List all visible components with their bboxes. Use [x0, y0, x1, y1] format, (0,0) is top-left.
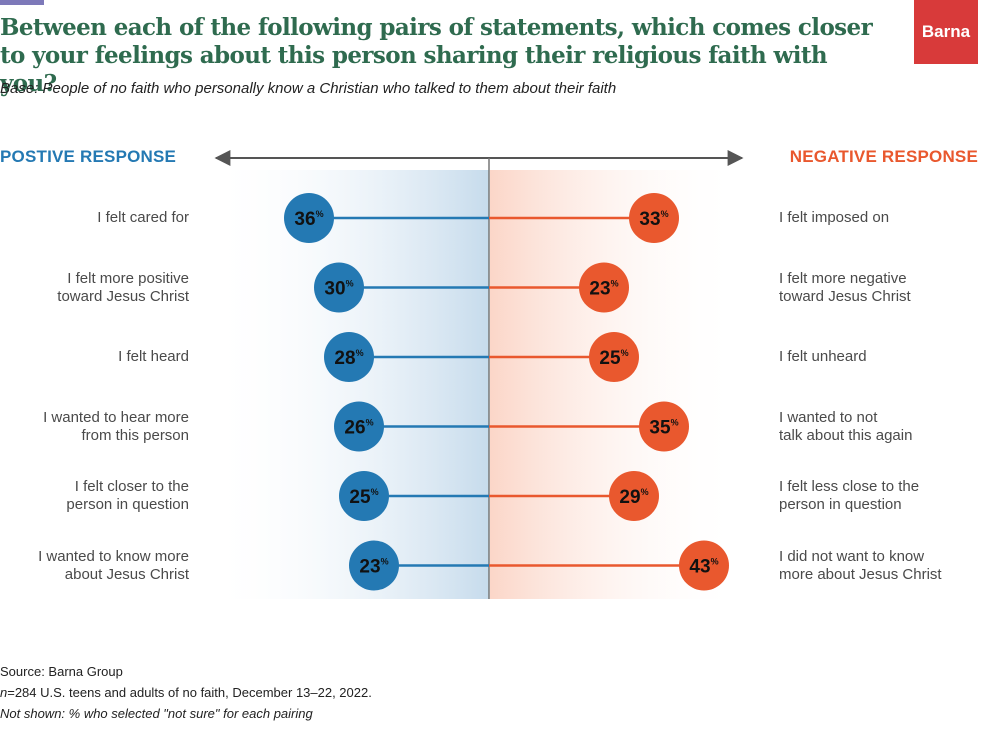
positive-statement-label: I felt more positive toward Jesus Christ: [57, 269, 189, 305]
negative-statement-label: I did not want to know more about Jesus …: [779, 547, 942, 583]
positive-header: POSTIVE RESPONSE: [0, 147, 177, 166]
negative-dot: [609, 471, 659, 521]
negative-statement-label: I wanted to not talk about this again: [779, 408, 913, 444]
negative-shade: [490, 170, 740, 599]
positive-dot: [349, 540, 399, 591]
negative-statement-label: I felt less close to the person in quest…: [779, 478, 920, 513]
negative-dot: [679, 540, 729, 591]
negative-dot: [579, 262, 629, 313]
negative-statement-label: I felt unheard: [779, 348, 867, 365]
chart-title: Between each of the following pairs of s…: [0, 14, 873, 97]
positive-dot: [324, 332, 374, 382]
accent-bar: [0, 0, 44, 5]
footer-sample-n: n: [0, 685, 8, 700]
chart-marks: 36% 33%30% 23%28% 25%26% 35%25% 29%23% 43%: [284, 193, 729, 591]
positive-dot: [339, 471, 389, 521]
negative-statement-label: I felt imposed on: [779, 209, 890, 226]
positive-statement-label: I wanted to hear more from this person: [43, 408, 189, 444]
negative-statement-label: I felt more negative toward Jesus Christ: [779, 269, 911, 305]
positive-statement-label: I felt cared for: [97, 209, 189, 226]
footer-sample: n=284 U.S. teens and adults of no faith,…: [0, 685, 372, 700]
footer-sample-text: =284 U.S. teens and adults of no faith, …: [7, 685, 372, 700]
negative-header: NEGATIVE RESPONSE: [789, 147, 978, 166]
positive-shade: [210, 170, 489, 599]
positive-dot: [314, 262, 364, 313]
negative-dot: [589, 332, 639, 382]
footer-note: Not shown: % who selected "not sure" for…: [0, 706, 313, 721]
barna-logo: Barna: [914, 0, 978, 64]
footer-source: Source: Barna Group: [0, 664, 123, 679]
positive-dot: [284, 193, 334, 243]
negative-dot: [629, 193, 679, 243]
negative-dot: [639, 401, 689, 452]
positive-statement-label: I felt heard: [118, 348, 189, 365]
chart-subtitle: Base: People of no faith who personally …: [0, 80, 617, 97]
positive-dot: [334, 401, 384, 452]
positive-statement-label: I felt closer to the person in question: [66, 478, 189, 513]
positive-statement-label: I wanted to know more about Jesus Christ: [38, 547, 189, 583]
